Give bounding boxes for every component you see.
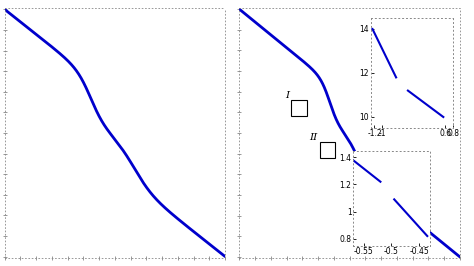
Text: II: II xyxy=(310,133,318,142)
Text: I: I xyxy=(285,91,289,99)
Bar xyxy=(320,142,335,158)
Bar xyxy=(291,100,307,116)
